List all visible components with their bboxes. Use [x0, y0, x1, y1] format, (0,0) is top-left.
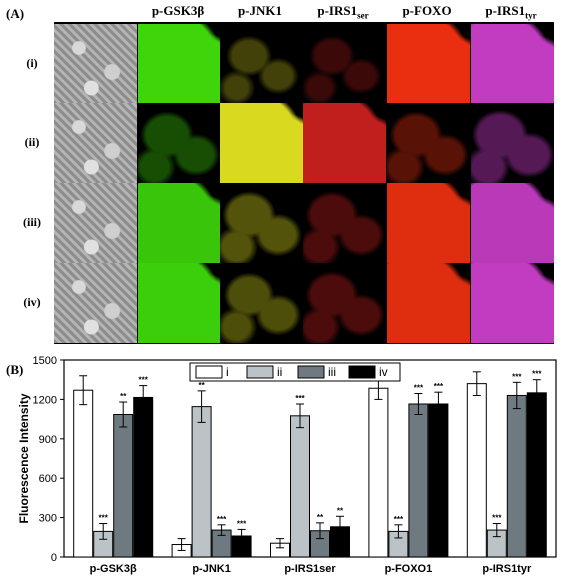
x-tick-label: p-JNK1 — [192, 563, 231, 575]
bar-iii-1 — [113, 414, 134, 558]
legend-swatch-i — [195, 365, 223, 379]
column-header-3: p-IRS1ser — [317, 3, 369, 21]
fluorescence-tile-r1-c3 — [303, 24, 386, 104]
bar-i-5 — [466, 383, 487, 558]
legend-swatch-iii — [297, 365, 325, 379]
bar-iv-1 — [133, 396, 154, 558]
y-tick-label: 1200 — [33, 394, 57, 406]
significance-label: ** — [337, 506, 344, 515]
legend-swatch-ii — [246, 365, 274, 379]
column-header-1: p-GSK3β — [151, 3, 205, 18]
significance-label: ** — [317, 513, 324, 522]
significance-label: *** — [492, 514, 502, 523]
bar-ii-3 — [290, 415, 310, 558]
y-axis-label: Fluorescence Intensity — [17, 393, 31, 523]
fluorescence-tile-r2-c2 — [220, 103, 303, 183]
legend-label-i: i — [226, 365, 229, 379]
significance-label: *** — [237, 519, 247, 528]
fluorescence-tile-r1-c1 — [138, 24, 221, 104]
significance-label: ** — [120, 392, 127, 401]
fluorescence-tile-r1-c2 — [220, 24, 303, 104]
significance-label: *** — [295, 394, 305, 403]
bar-iv-5 — [526, 392, 547, 558]
bar-ii-2 — [191, 406, 212, 558]
column-header-2: p-JNK1 — [237, 3, 283, 18]
row-label-4: (iv) — [23, 295, 41, 309]
y-tick-label: 600 — [39, 473, 57, 485]
bar-chart: 0 300 600 900 1200 1500 Fluorescence Intensity… — [17, 355, 557, 575]
fluorescence-tile-r3-c4 — [387, 183, 470, 263]
fluorescence-tile-r4-c3 — [303, 263, 386, 343]
fluorescence-tile-r3-c1 — [138, 183, 221, 263]
y-tick-label: 300 — [39, 513, 57, 525]
bar-iv-4 — [428, 403, 449, 558]
fluorescence-tile-r3-c2 — [220, 183, 303, 263]
brightfield-tile-row-1 — [54, 24, 137, 104]
bar-i-1 — [73, 389, 94, 558]
fluorescence-tile-r4-c4 — [387, 263, 470, 343]
legend-label-ii: ii — [277, 365, 282, 379]
x-tick-label: p-IRS1ser — [284, 563, 336, 575]
panel-a-label: (A) — [6, 6, 25, 21]
fluorescence-tile-r4-c5 — [471, 263, 554, 343]
fluorescence-tile-r4-c2 — [220, 263, 303, 343]
significance-label: ** — [198, 381, 205, 390]
significance-label: *** — [139, 376, 149, 385]
fluorescence-tile-r1-c5 — [471, 24, 554, 104]
bar-iii-5 — [506, 394, 527, 558]
bar-i-4 — [368, 387, 389, 558]
significance-label: *** — [512, 372, 522, 381]
fluorescence-tile-r2-c3 — [303, 103, 386, 183]
y-tick-label: 900 — [39, 434, 57, 446]
fluorescence-tile-r4-c1 — [138, 263, 221, 343]
fluorescence-tile-r3-c3 — [303, 183, 386, 263]
brightfield-tile-row-2 — [54, 103, 137, 183]
row-label-2: (ii) — [24, 135, 40, 149]
significance-label: *** — [394, 515, 404, 524]
row-label-3: (iii) — [23, 215, 41, 229]
significance-label: *** — [434, 382, 444, 391]
column-header-4: p-FOXO — [402, 3, 452, 18]
column-header-5: p-IRS1tyr — [485, 3, 537, 21]
fluorescence-tile-r2-c5 — [471, 103, 554, 183]
legend-box — [189, 362, 401, 382]
significance-label: *** — [532, 370, 542, 379]
legend-label-iv: iv — [379, 365, 388, 379]
fluorescence-tile-r2-c4 — [387, 103, 470, 183]
y-tick-label: 1500 — [33, 355, 57, 367]
significance-label: *** — [99, 514, 109, 523]
x-tick-label: p-IRS1tyr — [482, 563, 532, 575]
fluorescence-tile-r2-c1 — [138, 103, 221, 183]
legend-swatch-iv — [348, 365, 376, 379]
fluorescence-tile-r3-c5 — [471, 183, 554, 263]
significance-label: *** — [414, 383, 424, 392]
x-tick-label: p-GSK3β — [90, 563, 137, 575]
panel-b-label: (B) — [6, 362, 24, 377]
fluorescence-tile-r1-c4 — [387, 24, 470, 104]
row-label-1: (i) — [26, 56, 38, 70]
x-tick-label: p-FOXO1 — [385, 563, 433, 575]
legend-label-iii: iii — [328, 365, 336, 379]
brightfield-tile-row-4 — [54, 263, 137, 343]
bar-iii-4 — [408, 403, 429, 558]
y-tick-label: 0 — [51, 552, 57, 564]
brightfield-tile-row-3 — [54, 183, 137, 263]
significance-label: *** — [217, 515, 227, 524]
